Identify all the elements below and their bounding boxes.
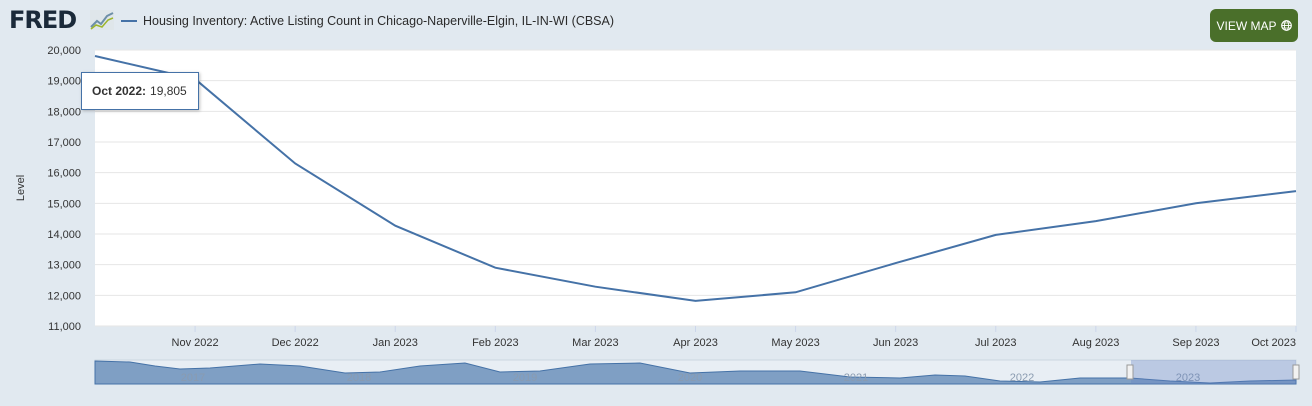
x-tick-label: Sep 2023 bbox=[1172, 337, 1219, 349]
data-point[interactable] bbox=[92, 53, 98, 59]
y-tick-label: 20,000 bbox=[47, 45, 81, 57]
tooltip-value: 19,805 bbox=[150, 84, 187, 98]
navigator-handle-right[interactable] bbox=[1292, 364, 1300, 380]
data-point[interactable] bbox=[392, 223, 398, 229]
x-tick-label: May 2023 bbox=[771, 337, 819, 349]
x-tick-label: Feb 2023 bbox=[472, 337, 518, 349]
data-point[interactable] bbox=[693, 298, 699, 304]
x-tick-label: Jul 2023 bbox=[975, 337, 1017, 349]
view-map-button[interactable]: VIEW MAP bbox=[1210, 9, 1298, 42]
x-tick-label: Mar 2023 bbox=[572, 337, 618, 349]
tooltip: Oct 2022: 19,805 bbox=[81, 72, 199, 110]
x-tick-label: Aug 2023 bbox=[1072, 337, 1119, 349]
navigator-selection[interactable] bbox=[1131, 360, 1296, 384]
view-map-label: VIEW MAP bbox=[1216, 18, 1277, 33]
navigator-year-label: 2018 bbox=[347, 372, 371, 384]
data-point[interactable] bbox=[793, 289, 799, 295]
navigator[interactable]: 2017 2018 2019 2020 2021 2022 2023 bbox=[94, 359, 1300, 385]
navigator-year-label: 2020 bbox=[678, 372, 702, 384]
y-tick-label: 15,000 bbox=[47, 198, 81, 210]
x-tick-label: Jan 2023 bbox=[373, 337, 418, 349]
x-tick-label: Apr 2023 bbox=[673, 337, 718, 349]
x-tick-label: Dec 2022 bbox=[272, 337, 319, 349]
data-point[interactable] bbox=[1093, 218, 1099, 224]
navigator-year-label: 2023 bbox=[1176, 372, 1200, 384]
fred-logo[interactable]: FRED bbox=[9, 6, 77, 34]
data-point[interactable] bbox=[292, 160, 298, 166]
y-tick-label: 17,000 bbox=[47, 137, 81, 149]
x-axis-ticks: Nov 2022 Dec 2022 Jan 2023 Feb 2023 Mar 2023… bbox=[172, 326, 1297, 349]
data-point[interactable] bbox=[1293, 188, 1299, 194]
data-point[interactable] bbox=[893, 260, 899, 266]
navigator-year-label: 2021 bbox=[844, 372, 868, 384]
data-point[interactable] bbox=[993, 232, 999, 238]
y-tick-label: 11,000 bbox=[48, 321, 81, 333]
navigator-year-label: 2022 bbox=[1010, 372, 1034, 384]
x-tick-label: Oct 2023 bbox=[1251, 337, 1296, 349]
y-tick-label: 18,000 bbox=[47, 106, 81, 118]
tooltip-date: Oct 2022: bbox=[92, 84, 147, 98]
y-axis-ticks: 20,000 19,000 18,000 17,000 16,000 15,000 14,0… bbox=[47, 45, 81, 333]
series-line[interactable] bbox=[94, 55, 1297, 302]
y-tick-label: 12,000 bbox=[47, 290, 81, 302]
chart-title: Housing Inventory: Active Listing Count … bbox=[143, 14, 615, 28]
legend-swatch bbox=[121, 20, 137, 22]
y-tick-label: 19,000 bbox=[47, 76, 81, 88]
line-chart-icon bbox=[90, 10, 114, 30]
x-tick-label: Nov 2022 bbox=[172, 337, 219, 349]
x-tick-label: Jun 2023 bbox=[873, 337, 918, 349]
plot-area bbox=[95, 50, 1296, 326]
y-tick-label: 14,000 bbox=[47, 229, 81, 241]
y-tick-label: 16,000 bbox=[47, 168, 81, 180]
data-point[interactable] bbox=[592, 284, 598, 290]
header-bar: FRED Housing Inventory: Active Listing C… bbox=[0, 0, 1312, 46]
chart-legend: Housing Inventory: Active Listing Count … bbox=[121, 13, 614, 29]
navigator-handle-left[interactable] bbox=[1126, 364, 1134, 380]
data-point[interactable] bbox=[492, 265, 498, 271]
y-axis-label: Level bbox=[15, 175, 27, 201]
navigator-year-labels: 2017 2018 2019 2020 2021 2022 2023 bbox=[181, 372, 1200, 384]
y-tick-label: 13,000 bbox=[47, 260, 81, 272]
data-point[interactable] bbox=[1193, 200, 1199, 206]
navigator-year-label: 2017 bbox=[181, 372, 205, 384]
navigator-year-label: 2019 bbox=[513, 372, 537, 384]
globe-icon bbox=[1280, 20, 1292, 31]
navigator-series bbox=[94, 360, 1297, 385]
